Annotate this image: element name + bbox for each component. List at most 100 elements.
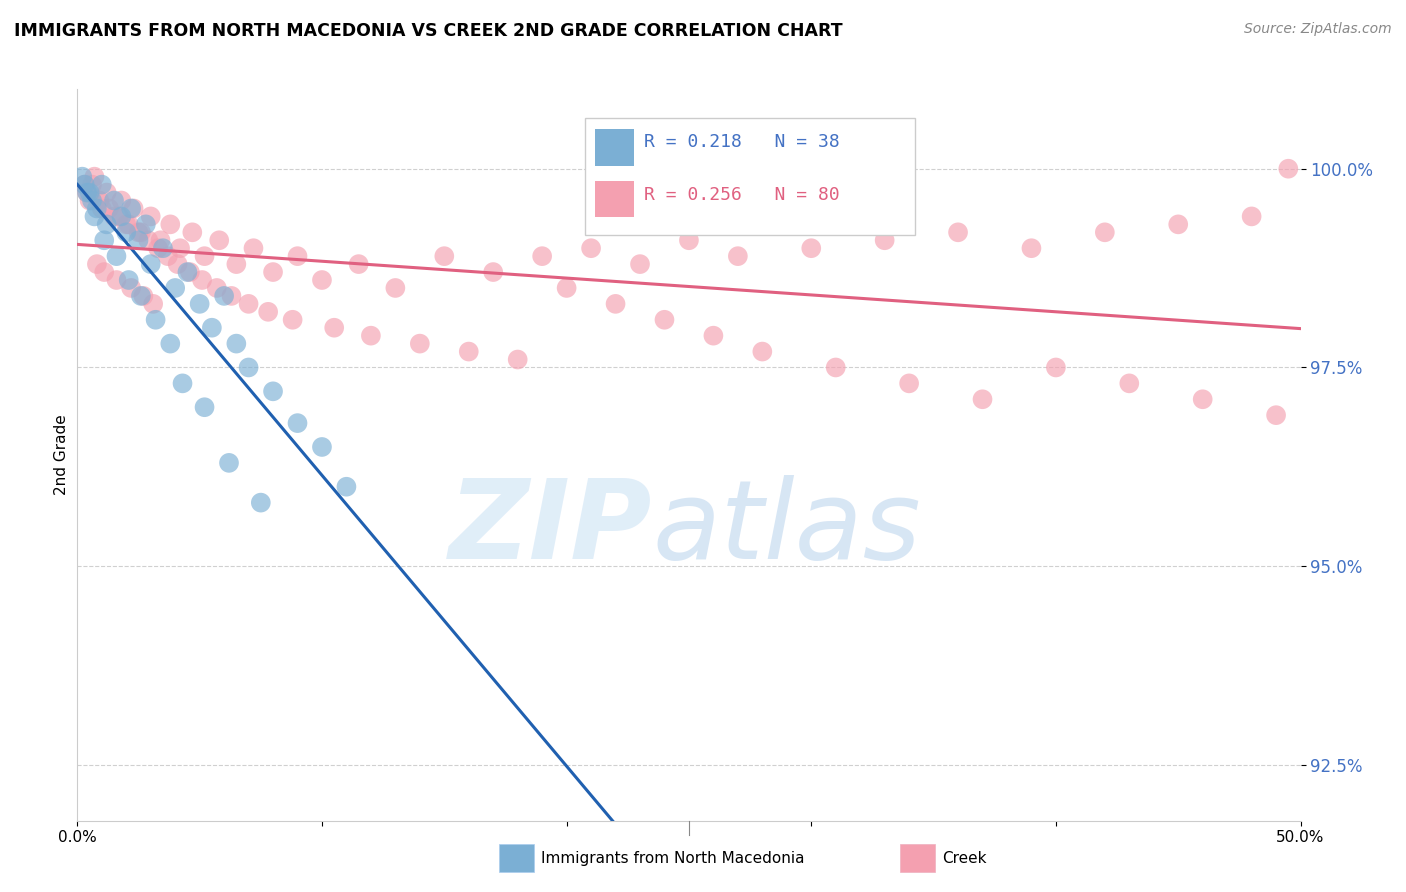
Point (281, 312, 304, 326)
Point (208, 233, 231, 247)
Point (120, 202, 142, 216)
Point (1167, 218, 1189, 232)
Point (86, 202, 108, 216)
Point (800, 241, 823, 255)
Point (142, 297, 165, 311)
Point (86, 257, 108, 271)
Point (135, 218, 157, 232)
Point (169, 241, 191, 255)
Point (156, 249, 179, 263)
Point (751, 344, 773, 359)
Point (262, 265, 284, 279)
Point (145, 312, 167, 326)
Point (628, 257, 651, 271)
Point (79, 186, 101, 200)
Point (139, 257, 162, 271)
Point (132, 289, 155, 303)
Point (1118, 376, 1140, 391)
Point (347, 257, 370, 271)
Point (76, 186, 98, 200)
Point (433, 249, 456, 263)
Point (727, 249, 749, 263)
Text: Creek: Creek (942, 851, 987, 865)
Point (103, 210, 125, 224)
Text: IMMIGRANTS FROM NORTH MACEDONIA VS CREEK 2ND GRADE CORRELATION CHART: IMMIGRANTS FROM NORTH MACEDONIA VS CREEK… (14, 22, 842, 40)
Point (579, 241, 602, 255)
Point (80, 178, 103, 192)
Point (605, 297, 627, 311)
Point (555, 281, 578, 295)
Point (531, 249, 554, 263)
Point (212, 289, 235, 303)
Point (201, 320, 224, 334)
Point (89, 194, 111, 208)
Point (79, 194, 101, 208)
Point (702, 328, 724, 343)
Point (122, 202, 145, 216)
Point (105, 273, 128, 287)
Point (193, 249, 215, 263)
Text: Immigrants from North Macedonia: Immigrants from North Macedonia (541, 851, 804, 865)
Point (221, 289, 243, 303)
Point (139, 210, 162, 224)
Point (90, 202, 112, 216)
Point (70, 169, 93, 184)
Point (129, 225, 152, 239)
Point (225, 336, 247, 351)
Point (110, 194, 132, 208)
Point (159, 336, 181, 351)
Text: ZIP: ZIP (449, 475, 652, 582)
Point (172, 376, 194, 391)
Point (1191, 392, 1213, 407)
Point (93, 233, 115, 247)
Point (311, 440, 333, 454)
Point (482, 265, 505, 279)
Point (191, 273, 214, 287)
FancyBboxPatch shape (585, 119, 915, 235)
Point (118, 273, 141, 287)
Point (166, 257, 188, 271)
Point (83, 210, 105, 224)
Point (165, 281, 187, 295)
Point (409, 336, 432, 351)
Point (506, 352, 529, 367)
Point (287, 416, 309, 430)
Point (262, 384, 284, 399)
Point (96, 186, 118, 200)
Point (257, 305, 280, 319)
Y-axis label: 2nd Grade: 2nd Grade (53, 415, 69, 495)
Point (898, 376, 921, 391)
Point (98, 202, 121, 216)
Point (242, 241, 264, 255)
Point (129, 289, 152, 303)
Point (115, 225, 138, 239)
Point (225, 257, 247, 271)
Point (1240, 210, 1263, 224)
Point (181, 225, 204, 239)
Point (136, 233, 159, 247)
Point (678, 233, 700, 247)
Point (188, 297, 211, 311)
Point (654, 312, 676, 326)
Point (335, 480, 357, 494)
Point (108, 210, 131, 224)
Point (127, 225, 149, 239)
Point (73, 178, 96, 192)
Point (1277, 161, 1299, 176)
Point (238, 297, 260, 311)
Point (105, 249, 128, 263)
Point (205, 281, 228, 295)
Point (1094, 225, 1116, 239)
Point (149, 233, 172, 247)
Point (73, 178, 96, 192)
Point (250, 495, 273, 509)
Point (80, 194, 103, 208)
Point (103, 194, 125, 208)
Point (93, 265, 115, 279)
Point (127, 233, 149, 247)
Point (146, 241, 169, 255)
Point (946, 225, 969, 239)
Bar (595, 181, 634, 218)
Point (457, 344, 479, 359)
Point (110, 210, 132, 224)
